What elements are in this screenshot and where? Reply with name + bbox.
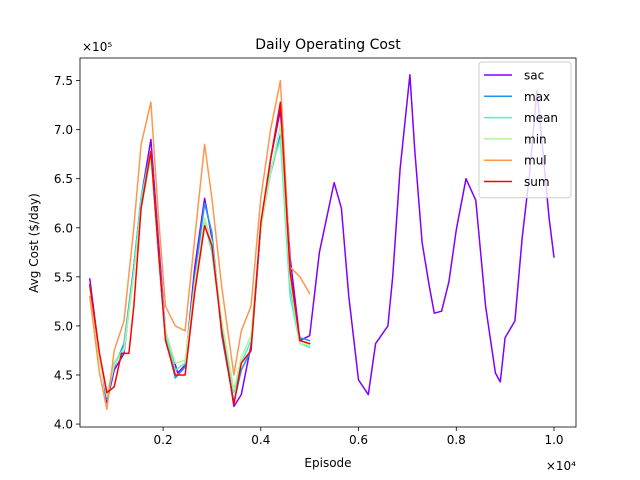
legend-label-sac: sac: [524, 69, 544, 83]
chart-title: Daily Operating Cost: [255, 37, 401, 53]
series-lines: [89, 73, 555, 411]
x-axis-label: Episode: [304, 456, 351, 470]
y-tick-label: 4.5: [54, 368, 73, 382]
y-tick-label: 6.0: [54, 221, 73, 235]
y-tick-label: 7.0: [54, 123, 73, 137]
x-tick-label: 1.0: [544, 433, 563, 447]
series-line-sum: [89, 101, 311, 406]
series-line-mul: [89, 79, 311, 411]
legend: sac max mean min mul sum: [478, 61, 572, 199]
legend-label-mean: mean: [524, 111, 558, 125]
series-line-max: [89, 133, 311, 404]
x-tick-label: 0.8: [447, 433, 466, 447]
y-tick-label: 7.5: [54, 74, 73, 88]
y-tick-label: 6.5: [54, 172, 73, 186]
y-tick-label: 5.0: [54, 319, 73, 333]
legend-label-min: min: [524, 132, 547, 146]
y-tick-label: 5.5: [54, 270, 73, 284]
x-tick-label: 0.4: [251, 433, 270, 447]
x-tick-label: 0.6: [349, 433, 368, 447]
series-line-min: [89, 123, 311, 398]
y-scale-label: ×10⁵: [82, 40, 112, 54]
y-axis-label: Avg Cost ($/day): [27, 193, 41, 293]
y-tick-label: 4.0: [54, 418, 73, 432]
x-tick-label: 0.2: [154, 433, 173, 447]
axes-frame: [79, 57, 577, 428]
x-scale-label: ×10⁴: [546, 459, 576, 473]
plot-area: 0.2 0.4 0.6 0.8 1.0 4.0 4.5 5.0 5.5 6.0 6.5 7.0 7.5: [54, 57, 577, 447]
legend-label-sum: sum: [524, 175, 550, 189]
legend-label-mul: mul: [524, 154, 547, 168]
legend-label-max: max: [524, 90, 550, 104]
